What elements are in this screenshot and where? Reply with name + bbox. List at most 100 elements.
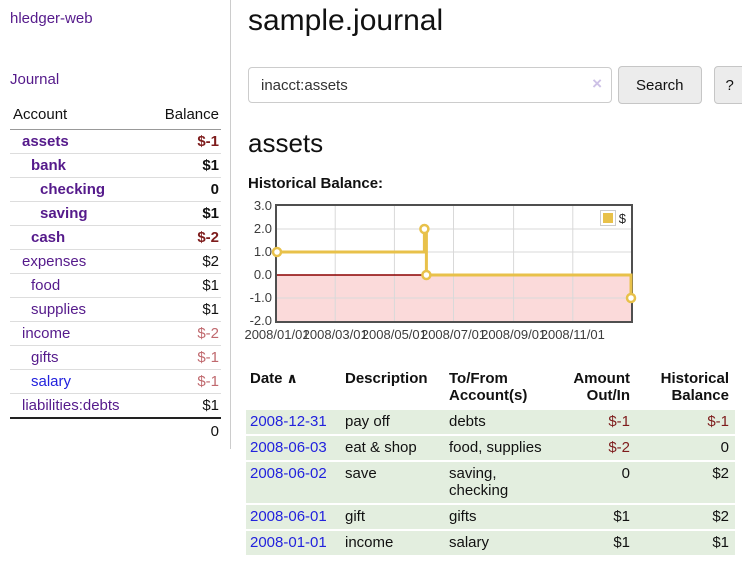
transaction-date-link[interactable]: 2008-12-31	[250, 413, 327, 430]
account-balance: $2	[146, 249, 221, 274]
account-row: gifts $-1	[10, 345, 221, 370]
register-column-header: To/From Account(s)	[449, 370, 528, 404]
account-balance: $-1	[146, 369, 221, 394]
account-balance: $1	[146, 273, 221, 298]
account-balance: $1	[146, 153, 221, 178]
sidebar-account-link[interactable]: gifts	[31, 349, 59, 366]
account-row: supplies $1	[10, 297, 221, 322]
transaction-balance: $2	[636, 462, 735, 503]
transaction-balance: $2	[636, 505, 735, 529]
sidebar-account-link[interactable]: liabilities:debts	[22, 397, 120, 414]
sidebar-account-link[interactable]: expenses	[22, 253, 87, 270]
x-axis-tick-label: 2008/01/01	[244, 327, 310, 342]
account-balance: $1	[146, 393, 221, 419]
account-balance: $-1	[146, 129, 221, 154]
transaction-amount: $-1	[550, 410, 636, 434]
account-balance: $-2	[146, 321, 221, 346]
accounts-table: Account Balance assets $-1 bank $1 checking 0…	[10, 104, 221, 443]
transaction-accounts: debts	[445, 410, 550, 434]
account-row: assets $-1	[10, 129, 221, 154]
account-balance: $1	[146, 201, 221, 226]
transaction-description: save	[341, 462, 445, 503]
transaction-accounts: saving, checking	[445, 462, 550, 503]
register-row: 2008-06-02 save saving, checking 0 $2	[246, 462, 735, 503]
register-column-header[interactable]: Date ∧	[250, 370, 298, 387]
y-axis-tick-label: 2.0	[253, 221, 272, 236]
register-column-header: Description	[345, 370, 428, 387]
sort-ascending-icon: ∧	[286, 370, 298, 386]
transaction-date-link[interactable]: 2008-06-02	[250, 465, 327, 482]
sidebar-account-link[interactable]: supplies	[31, 301, 87, 318]
accounts-table-header: Account Balance	[10, 104, 221, 130]
register-table-header: Date ∧ Description To/From Account(s) Amount…	[246, 368, 735, 408]
historical-balance-chart: 3.0 2.0 1.0 0.0 -1.0 -2.0 $ 2008/01/01 2008/03…	[244, 198, 638, 346]
account-row: checking 0	[10, 177, 221, 202]
transaction-amount: $1	[550, 531, 636, 555]
spacer	[10, 417, 147, 443]
y-axis-tick-label: -1.0	[249, 290, 272, 305]
sidebar-item-journal[interactable]: Journal	[10, 71, 60, 88]
sidebar-account-link[interactable]: assets	[22, 133, 69, 150]
sidebar-account-link[interactable]: income	[22, 325, 71, 342]
x-axis-tick-label: 2008/11/01	[540, 327, 605, 342]
search-button[interactable]: Search	[618, 66, 702, 104]
transaction-balance: $-1	[636, 410, 735, 434]
account-column-header: Account	[10, 104, 147, 130]
register-row: 2008-12-31 pay off debts $-1 $-1	[246, 410, 735, 434]
app-title-link[interactable]: hledger-web	[10, 10, 93, 27]
search-form: × Search ?	[248, 66, 742, 104]
transaction-amount: $1	[550, 505, 636, 529]
account-row: expenses $2	[10, 249, 221, 274]
search-input[interactable]	[248, 67, 612, 103]
account-balance: 0	[146, 177, 221, 202]
transaction-amount: 0	[550, 462, 636, 503]
legend-label: $	[618, 210, 626, 226]
account-row: salary $-1	[10, 369, 221, 394]
sidebar-account-link[interactable]: saving	[40, 205, 88, 222]
account-balance: $1	[146, 297, 221, 322]
y-axis-tick-label: 0.0	[253, 267, 272, 282]
transaction-description: pay off	[341, 410, 445, 434]
x-axis-tick-label: 2008/05/01	[361, 327, 427, 342]
chart-plot-area: $	[271, 204, 637, 323]
clear-search-icon[interactable]: ×	[592, 74, 602, 94]
x-axis-tick-label: 2008/09/01	[481, 327, 547, 342]
account-row: food $1	[10, 273, 221, 298]
register-row: 2008-01-01 income salary $1 $1	[246, 531, 735, 555]
x-axis-tick-label: 2008/03/01	[302, 327, 368, 342]
transaction-date-link[interactable]: 2008-06-03	[250, 439, 327, 456]
transaction-date-link[interactable]: 2008-01-01	[250, 534, 327, 551]
chart-legend: $	[597, 209, 628, 227]
transaction-balance: 0	[636, 436, 735, 460]
transaction-description: gift	[341, 505, 445, 529]
page-title: sample.journal	[248, 4, 444, 37]
register-column-header: Historical Balance	[660, 370, 729, 404]
register-row: 2008-06-03 eat & shop food, supplies $-2 0	[246, 436, 735, 460]
account-balance: $-2	[146, 225, 221, 250]
sidebar-account-link[interactable]: salary	[31, 373, 72, 390]
y-axis-tick-label: 3.0	[253, 198, 272, 213]
chart-title: Historical Balance:	[248, 175, 384, 192]
transaction-amount: $-2	[550, 436, 636, 460]
sidebar-account-link[interactable]: bank	[31, 157, 67, 174]
transaction-date-link[interactable]: 2008-06-01	[250, 508, 327, 525]
account-row: liabilities:debts $1	[10, 393, 221, 419]
sidebar-account-link[interactable]: checking	[40, 181, 106, 198]
account-balance: $-1	[146, 345, 221, 370]
sidebar-account-link[interactable]: food	[31, 277, 61, 294]
register-table: Date ∧ Description To/From Account(s) Amount…	[246, 366, 735, 557]
sidebar-account-link[interactable]: cash	[31, 229, 66, 246]
transaction-description: income	[341, 531, 445, 555]
legend-swatch	[599, 210, 616, 226]
search-input-wrap: ×	[248, 67, 612, 103]
register-table-body: 2008-12-31 pay off debts $-1 $-1 2008-06-03 ea…	[246, 410, 735, 555]
help-button[interactable]: ?	[713, 66, 742, 104]
transaction-description: eat & shop	[341, 436, 445, 460]
balance-column-header: Balance	[146, 104, 221, 130]
register-row: 2008-06-01 gift gifts $1 $2	[246, 505, 735, 529]
accounts-total-balance: 0	[146, 417, 221, 443]
accounts-total-row: 0	[10, 417, 221, 443]
sidebar: hledger-web Journal Account Balance asse…	[0, 0, 231, 449]
main-content: sample.journal × Search ? assets Histori…	[244, 0, 742, 557]
transaction-accounts: gifts	[445, 505, 550, 529]
